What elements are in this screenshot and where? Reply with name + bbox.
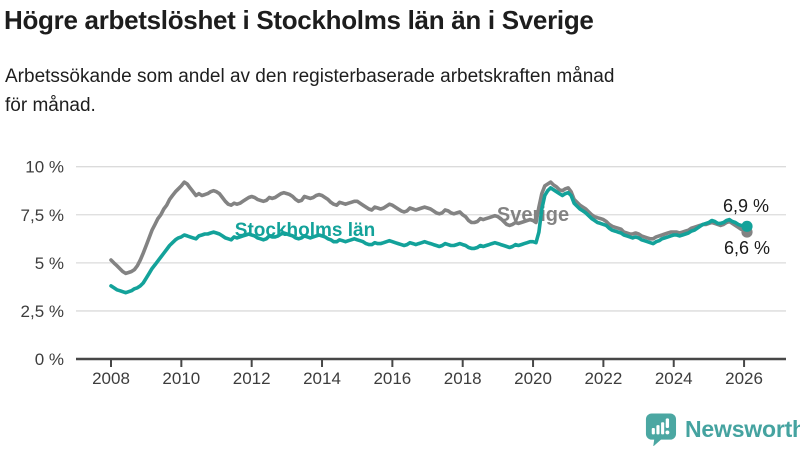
series-label-sverige: Sverige [497, 204, 569, 226]
subtitle-line-2: för månad. [5, 95, 96, 116]
x-tick-label: 2010 [162, 369, 200, 388]
x-tick-label: 2018 [444, 369, 482, 388]
y-tick-label: 2,5 % [21, 302, 64, 321]
x-tick-label: 2020 [514, 369, 552, 388]
x-tick-label: 2022 [584, 369, 622, 388]
newsworthy-wordmark: Newsworthy [685, 415, 800, 442]
end-value-label-stockholms-l-n: 6,9 % [723, 196, 769, 216]
newsworthy-logo: Newsworthy [644, 412, 800, 446]
page-title: Högre arbetslöshet i Stockholms län än i… [4, 5, 594, 35]
series-label-stockholms-l-n: Stockholms län [235, 220, 375, 241]
y-tick-label: 5 % [35, 254, 64, 273]
x-tick-label: 2024 [655, 369, 693, 388]
end-value-label-sverige: 6,6 % [724, 238, 770, 258]
series-end-dot-stockholms-l-n [741, 220, 753, 232]
newsworthy-bubble-icon [645, 413, 677, 446]
y-tick-label: 0 % [35, 350, 64, 369]
chart-subtitle: Arbetssökande som andel av den registerb… [5, 62, 785, 120]
x-tick-label: 2026 [725, 369, 763, 388]
x-tick-label: 2016 [373, 369, 411, 388]
x-tick-label: 2012 [233, 369, 271, 388]
x-tick-label: 2008 [92, 369, 130, 388]
series-line-stockholms-l-n [109, 186, 749, 295]
y-tick-label: 7,5 % [21, 206, 64, 225]
subtitle-line-1: Arbetssökande som andel av den registerb… [5, 66, 615, 87]
series-line-sverige [109, 180, 749, 276]
y-tick-label: 10 % [25, 158, 64, 177]
x-tick-label: 2014 [303, 369, 341, 388]
